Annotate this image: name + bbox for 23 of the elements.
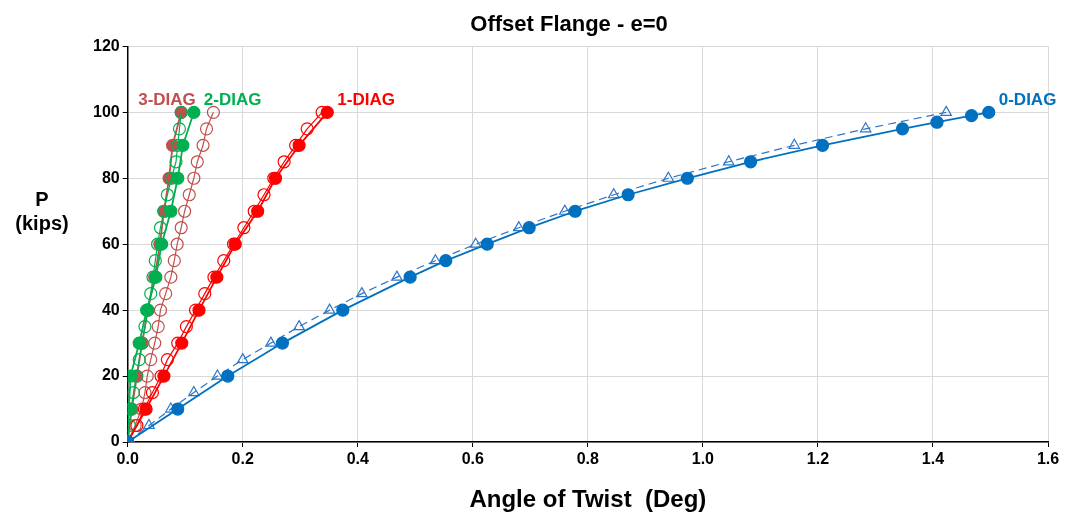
x-tick-label: 0.4 xyxy=(346,450,369,468)
x-tick-label: 0.6 xyxy=(461,450,485,468)
x-tick-label: 1.6 xyxy=(1036,450,1060,468)
chart-title: Offset Flange - e=0 xyxy=(470,11,668,37)
y-tick-label: 40 xyxy=(101,300,120,318)
y-tick-label: 80 xyxy=(101,168,120,186)
y-tick-label: 120 xyxy=(92,36,120,54)
y-axis-title: P (kips) xyxy=(15,188,69,235)
x-tick-label: 0.0 xyxy=(116,450,139,468)
y-tick-label: 100 xyxy=(92,102,120,120)
x-axis-title: Angle of Twist (Deg) xyxy=(469,485,707,513)
x-tick-label: 0.2 xyxy=(231,450,254,468)
series-label: 3-DIAG xyxy=(138,89,196,109)
x-tick-label: 0.8 xyxy=(576,450,600,468)
y-tick-label: 60 xyxy=(101,234,120,252)
x-tick-label: 1.0 xyxy=(691,450,715,468)
x-tick-label: 1.2 xyxy=(806,450,830,468)
y-tick-label: 0 xyxy=(110,432,120,450)
series-label: 1-DIAG xyxy=(337,89,395,109)
y-tick-label: 20 xyxy=(101,366,120,384)
x-tick-label: 1.4 xyxy=(921,450,945,468)
series-label: 2-DIAG xyxy=(203,89,262,109)
series-label: 0-DIAG xyxy=(998,89,1057,109)
